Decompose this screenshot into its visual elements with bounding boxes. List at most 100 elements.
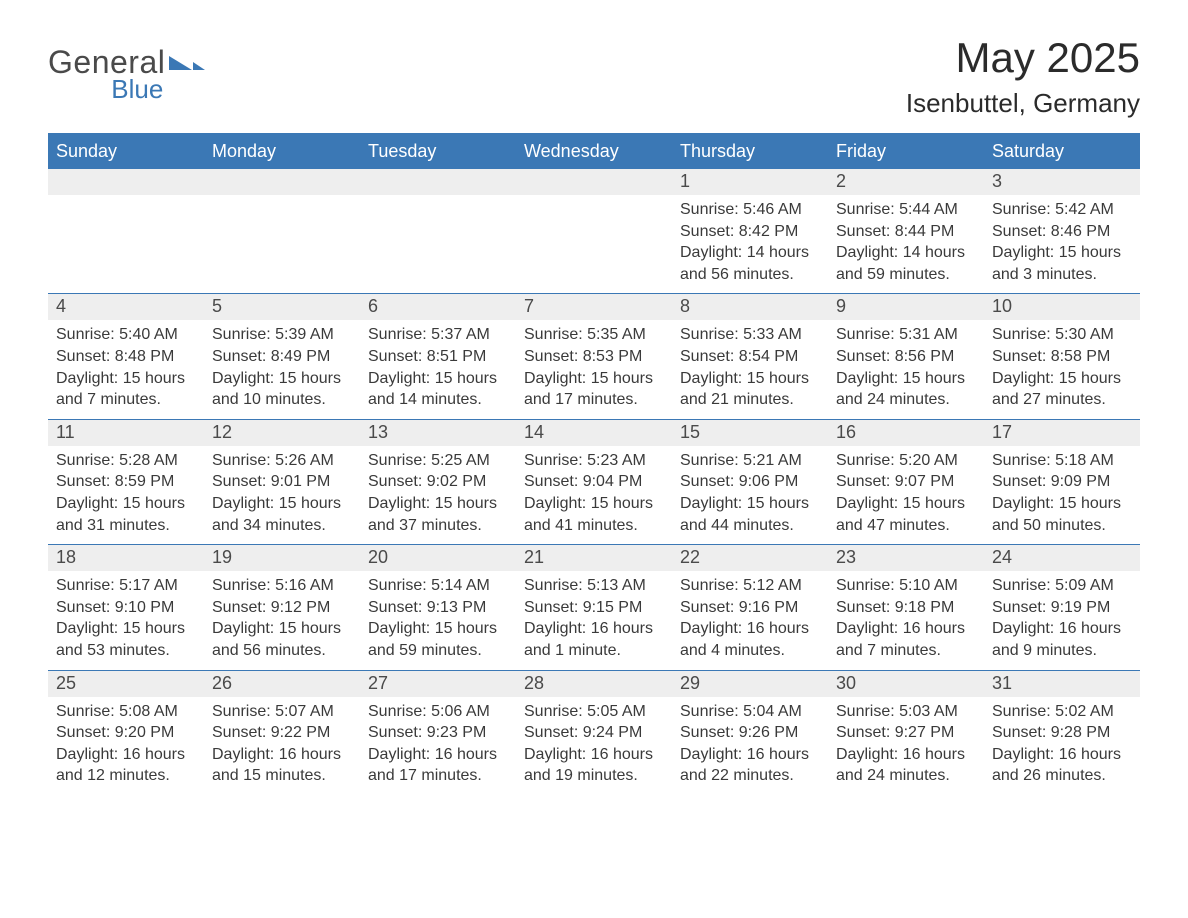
sunrise-text: Sunrise: 5:03 AM xyxy=(836,701,976,723)
week-row: 45678910Sunrise: 5:40 AMSunset: 8:48 PMD… xyxy=(48,293,1140,418)
day-cell: Sunrise: 5:04 AMSunset: 9:26 PMDaylight:… xyxy=(672,697,828,795)
daylight-text: Daylight: 15 hours and 31 minutes. xyxy=(56,493,196,536)
sunrise-text: Sunrise: 5:23 AM xyxy=(524,450,664,472)
day-number-strip: 18192021222324 xyxy=(48,544,1140,571)
sunset-text: Sunset: 9:07 PM xyxy=(836,471,976,493)
daylight-text: Daylight: 15 hours and 14 minutes. xyxy=(368,368,508,411)
day-cell xyxy=(48,195,204,293)
day-number: 26 xyxy=(204,671,360,697)
day-number: 19 xyxy=(204,545,360,571)
daylight-text: Daylight: 15 hours and 44 minutes. xyxy=(680,493,820,536)
day-number: 5 xyxy=(204,294,360,320)
sunset-text: Sunset: 9:01 PM xyxy=(212,471,352,493)
day-cell: Sunrise: 5:23 AMSunset: 9:04 PMDaylight:… xyxy=(516,446,672,544)
sunrise-text: Sunrise: 5:25 AM xyxy=(368,450,508,472)
day-number-strip: 11121314151617 xyxy=(48,419,1140,446)
day-cell xyxy=(360,195,516,293)
day-cell: Sunrise: 5:46 AMSunset: 8:42 PMDaylight:… xyxy=(672,195,828,293)
day-cell: Sunrise: 5:33 AMSunset: 8:54 PMDaylight:… xyxy=(672,320,828,418)
sunset-text: Sunset: 9:02 PM xyxy=(368,471,508,493)
sunrise-text: Sunrise: 5:14 AM xyxy=(368,575,508,597)
sunset-text: Sunset: 8:53 PM xyxy=(524,346,664,368)
day-cell xyxy=(516,195,672,293)
sunset-text: Sunset: 8:42 PM xyxy=(680,221,820,243)
sunrise-text: Sunrise: 5:17 AM xyxy=(56,575,196,597)
day-cell: Sunrise: 5:09 AMSunset: 9:19 PMDaylight:… xyxy=(984,571,1140,669)
day-number: 24 xyxy=(984,545,1140,571)
day-number-strip: 45678910 xyxy=(48,293,1140,320)
sunrise-text: Sunrise: 5:07 AM xyxy=(212,701,352,723)
sunrise-text: Sunrise: 5:16 AM xyxy=(212,575,352,597)
day-cell: Sunrise: 5:07 AMSunset: 9:22 PMDaylight:… xyxy=(204,697,360,795)
daylight-text: Daylight: 15 hours and 21 minutes. xyxy=(680,368,820,411)
sunrise-text: Sunrise: 5:08 AM xyxy=(56,701,196,723)
sunset-text: Sunset: 9:26 PM xyxy=(680,722,820,744)
day-cell: Sunrise: 5:10 AMSunset: 9:18 PMDaylight:… xyxy=(828,571,984,669)
sunset-text: Sunset: 8:48 PM xyxy=(56,346,196,368)
page-subtitle: Isenbuttel, Germany xyxy=(906,88,1140,119)
sunset-text: Sunset: 8:54 PM xyxy=(680,346,820,368)
sunrise-text: Sunrise: 5:13 AM xyxy=(524,575,664,597)
daylight-text: Daylight: 15 hours and 59 minutes. xyxy=(368,618,508,661)
weekday-header: Saturday xyxy=(984,135,1140,169)
sunset-text: Sunset: 9:16 PM xyxy=(680,597,820,619)
sunset-text: Sunset: 8:46 PM xyxy=(992,221,1132,243)
sunset-text: Sunset: 8:56 PM xyxy=(836,346,976,368)
daylight-text: Daylight: 15 hours and 50 minutes. xyxy=(992,493,1132,536)
day-number: 1 xyxy=(672,169,828,195)
sunset-text: Sunset: 9:12 PM xyxy=(212,597,352,619)
day-cell: Sunrise: 5:44 AMSunset: 8:44 PMDaylight:… xyxy=(828,195,984,293)
day-number: 23 xyxy=(828,545,984,571)
day-number: 14 xyxy=(516,420,672,446)
day-cell xyxy=(204,195,360,293)
day-number xyxy=(48,169,204,195)
day-cell: Sunrise: 5:02 AMSunset: 9:28 PMDaylight:… xyxy=(984,697,1140,795)
day-cell: Sunrise: 5:30 AMSunset: 8:58 PMDaylight:… xyxy=(984,320,1140,418)
page-title: May 2025 xyxy=(906,34,1140,82)
sunrise-text: Sunrise: 5:04 AM xyxy=(680,701,820,723)
sunset-text: Sunset: 8:49 PM xyxy=(212,346,352,368)
day-body-strip: Sunrise: 5:08 AMSunset: 9:20 PMDaylight:… xyxy=(48,697,1140,795)
sunset-text: Sunset: 8:44 PM xyxy=(836,221,976,243)
day-number: 29 xyxy=(672,671,828,697)
sunrise-text: Sunrise: 5:44 AM xyxy=(836,199,976,221)
sunset-text: Sunset: 9:10 PM xyxy=(56,597,196,619)
sunset-text: Sunset: 9:18 PM xyxy=(836,597,976,619)
sunrise-text: Sunrise: 5:12 AM xyxy=(680,575,820,597)
day-number: 16 xyxy=(828,420,984,446)
calendar-page: General Blue May 2025 Isenbuttel, German… xyxy=(0,0,1188,835)
day-number: 15 xyxy=(672,420,828,446)
sunrise-text: Sunrise: 5:39 AM xyxy=(212,324,352,346)
day-number: 30 xyxy=(828,671,984,697)
sunrise-text: Sunrise: 5:21 AM xyxy=(680,450,820,472)
day-number: 22 xyxy=(672,545,828,571)
sunset-text: Sunset: 9:27 PM xyxy=(836,722,976,744)
day-number: 8 xyxy=(672,294,828,320)
weekday-header: Sunday xyxy=(48,135,204,169)
sunrise-text: Sunrise: 5:33 AM xyxy=(680,324,820,346)
sunset-text: Sunset: 8:51 PM xyxy=(368,346,508,368)
day-number xyxy=(360,169,516,195)
brand-logo: General Blue xyxy=(48,46,205,102)
day-number: 9 xyxy=(828,294,984,320)
sunrise-text: Sunrise: 5:40 AM xyxy=(56,324,196,346)
day-cell: Sunrise: 5:17 AMSunset: 9:10 PMDaylight:… xyxy=(48,571,204,669)
day-number: 20 xyxy=(360,545,516,571)
sunrise-text: Sunrise: 5:09 AM xyxy=(992,575,1132,597)
day-number: 13 xyxy=(360,420,516,446)
daylight-text: Daylight: 15 hours and 7 minutes. xyxy=(56,368,196,411)
sunrise-text: Sunrise: 5:28 AM xyxy=(56,450,196,472)
daylight-text: Daylight: 16 hours and 22 minutes. xyxy=(680,744,820,787)
sunrise-text: Sunrise: 5:37 AM xyxy=(368,324,508,346)
sunset-text: Sunset: 9:19 PM xyxy=(992,597,1132,619)
daylight-text: Daylight: 16 hours and 17 minutes. xyxy=(368,744,508,787)
weekday-header: Thursday xyxy=(672,135,828,169)
daylight-text: Daylight: 15 hours and 34 minutes. xyxy=(212,493,352,536)
daylight-text: Daylight: 15 hours and 3 minutes. xyxy=(992,242,1132,285)
sunrise-text: Sunrise: 5:31 AM xyxy=(836,324,976,346)
sunrise-text: Sunrise: 5:18 AM xyxy=(992,450,1132,472)
day-number: 3 xyxy=(984,169,1140,195)
sunrise-text: Sunrise: 5:10 AM xyxy=(836,575,976,597)
sunset-text: Sunset: 9:04 PM xyxy=(524,471,664,493)
day-cell: Sunrise: 5:06 AMSunset: 9:23 PMDaylight:… xyxy=(360,697,516,795)
